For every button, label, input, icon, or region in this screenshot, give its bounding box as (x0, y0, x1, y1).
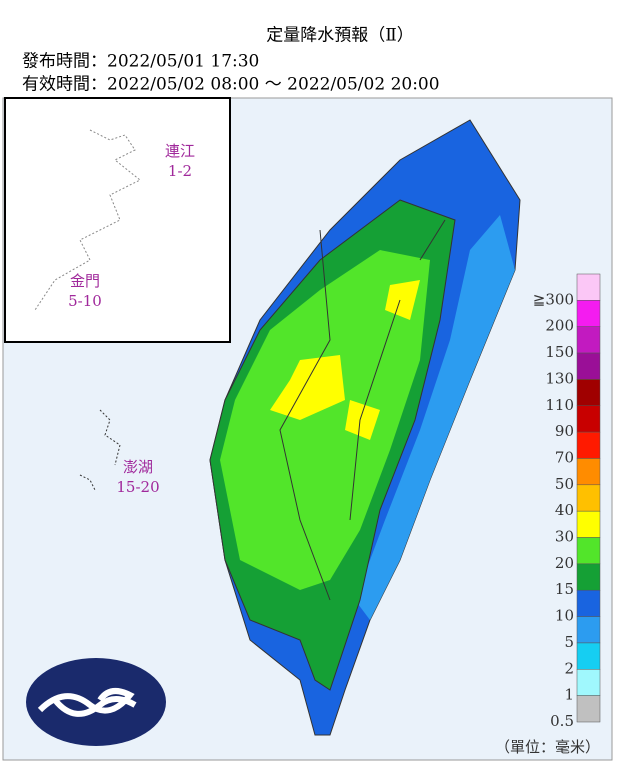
legend-label: 200 (545, 317, 574, 335)
legend-swatch (576, 563, 601, 591)
legend-label: 5 (564, 633, 574, 651)
legend-swatch (576, 379, 601, 407)
legend-swatch (576, 273, 601, 301)
valid-time: 有效時間：2022/05/02 08:00 ～ 2022/05/02 20:00 (22, 75, 440, 95)
legend-swatch (576, 405, 601, 433)
legend-label: 150 (545, 343, 574, 361)
region-range: 15-20 (116, 478, 159, 496)
legend-swatch (576, 695, 601, 723)
legend-label: 70 (555, 448, 574, 466)
legend-label: 20 (555, 554, 574, 572)
legend-swatch (576, 589, 601, 617)
inset-box (4, 97, 231, 343)
legend-label: 2 (564, 659, 574, 677)
unit-label: （單位：毫米） (495, 738, 600, 756)
legend-swatch (576, 326, 601, 354)
region-name: 連江 (165, 142, 195, 160)
issued-time: 發布時間：2022/05/01 17:30 (22, 52, 259, 72)
legend-label: 50 (555, 475, 574, 493)
logo (26, 658, 166, 746)
title: 定量降水預報（Ⅱ） (266, 26, 414, 46)
taiwan (209, 119, 521, 736)
legend-label: 15 (555, 580, 574, 598)
legend-label: 10 (555, 607, 574, 625)
region-range: 1-2 (168, 162, 192, 180)
legend-swatch (576, 458, 601, 486)
region-name: 金門 (70, 272, 100, 290)
penghu-islands (79, 409, 121, 491)
legend-swatch (576, 537, 601, 565)
legend-label: 30 (555, 528, 574, 546)
legend-swatch (576, 352, 601, 380)
legend-label: 40 (555, 501, 574, 519)
legend-label: 0.5 (550, 712, 574, 730)
region-range: 5-10 (68, 292, 102, 310)
region-name: 澎湖 (123, 458, 153, 476)
legend-label: ≧300 (533, 290, 574, 308)
legend-swatch (576, 669, 601, 696)
legend-swatch (576, 510, 601, 538)
legend-label: 90 (555, 422, 574, 440)
legend-label: 110 (545, 396, 574, 414)
legend-swatch (576, 616, 601, 644)
legend-swatch (576, 642, 601, 670)
legend-label: 1 (564, 686, 574, 704)
legend-swatch (576, 431, 601, 459)
legend-swatch (576, 484, 601, 512)
legend-label: 130 (545, 369, 574, 387)
inset-coast (34, 129, 141, 311)
legend-swatch (576, 300, 601, 327)
